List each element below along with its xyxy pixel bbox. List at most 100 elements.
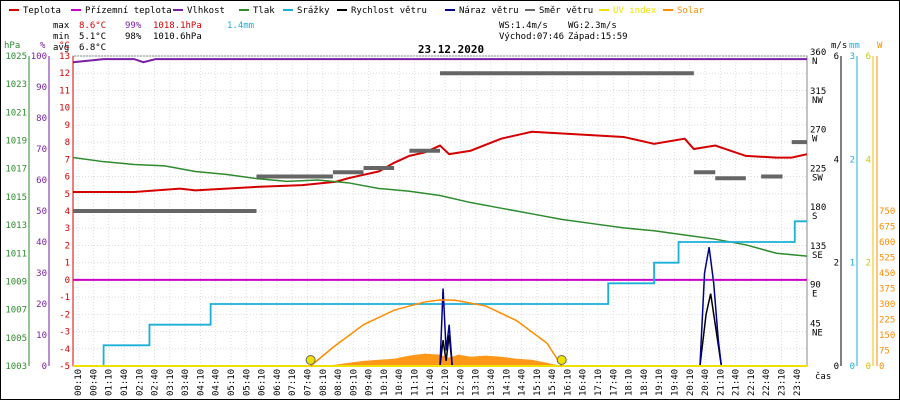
tick-x: 23:40 [793,369,803,396]
tick-solar: 525 [879,254,895,264]
tick-x: 20:10 [686,369,696,396]
tick-x: 18:40 [640,369,650,396]
tick-solar: 150 [879,331,895,341]
tick-x: 12:40 [456,369,466,396]
tick-humidity: 20 [36,300,47,310]
tick-humidity: 100 [31,52,47,62]
tick-rain: 2 [850,155,855,165]
series-solar-measured [311,353,562,366]
tick-x: 01:10 [105,369,115,396]
tick-humidity: 0 [42,362,47,372]
tick-temperature: 11 [59,86,70,96]
tick-direction: 45 [810,319,821,329]
tick-x: 07:40 [303,369,313,396]
wind-gust-stat: WG:2.3m/s [568,21,617,31]
tick-x: 18:10 [625,369,635,396]
tick-x: 16:10 [563,369,573,396]
tick-temperature: -3 [59,328,70,338]
wind-speed-stat: WS:1.4m/s [499,21,548,31]
tick-temperature: 13 [59,52,70,62]
tick-wind: 0 [834,362,839,372]
tick-pressure: 1009 [5,277,27,287]
tick-x: 08:10 [319,369,329,396]
tick-x: 14:10 [502,369,512,396]
tick-humidity: 80 [36,114,47,124]
tick-humidity: 50 [36,207,47,217]
tick-temperature: -5 [59,362,70,372]
tick-x: 10:10 [380,369,390,396]
legend-label-5: Rychlost větru [351,6,427,16]
sunrise-stat: Východ:07:46 [499,32,564,42]
tick-x: 19:10 [655,369,665,396]
tick-x: 08:40 [334,369,344,396]
tick-direction-label: NE [812,328,823,338]
stat-max-rain: 1.4mm [227,21,254,31]
tick-humidity: 70 [36,145,47,155]
stat-max-label: max [53,21,70,31]
tick-x: 09:40 [365,369,375,396]
legend-label-2: Vlhkost [187,6,225,16]
series-layer [72,58,808,367]
legend-label-3: Tlak [253,6,275,16]
tick-humidity: 30 [36,269,47,279]
tick-temperature: 12 [59,69,70,79]
tick-x: 09:10 [349,369,359,396]
axis-unit-rain: mm [849,41,860,51]
tick-rain: 3 [850,52,855,62]
tick-pressure: 1019 [5,137,27,147]
tick-x: 13:10 [472,369,482,396]
tick-x: 02:40 [151,369,161,396]
stat-min-temp: 5.1°C [79,32,106,42]
tick-direction-label: W [812,135,818,145]
tick-solar: 375 [879,285,895,295]
tick-pressure: 1023 [5,80,27,90]
tick-pressure: 1003 [5,362,27,372]
tick-temperature: -2 [59,310,70,320]
tick-solar: 75 [879,347,890,357]
tick-temperature: 1 [65,259,70,269]
tick-direction-label: S [812,212,817,222]
stat-min-label: min [53,32,69,42]
tick-direction: 225 [810,164,826,174]
axis-unit-wind_speed: m/s [831,41,847,51]
stat-avg-temp: 6.8°C [79,43,106,53]
tick-x: 17:40 [609,369,619,396]
legend: Teplota Přízemní teplota Vlhkost Tlak Srážky… [9,6,705,16]
tick-direction-label: NW [812,96,823,106]
tick-rain: 1 [850,259,855,269]
tick-direction: 270 [810,126,826,136]
tick-x: 02:10 [135,369,145,396]
series-teplota [73,130,808,194]
tick-x: 21:40 [732,369,742,396]
tick-solar: 750 [879,207,895,217]
axes: hPa% °C m/s mm W1003100510071009101110131015… [4,41,895,396]
tick-x: 00:10 [74,369,84,396]
tick-direction-label: SE [812,251,823,261]
tick-temperature: 9 [65,121,70,131]
tick-uv: 4 [866,155,871,165]
axis-unit-temperature: °C [59,41,70,51]
tick-humidity: 60 [36,176,47,186]
tick-direction-label: N [812,57,817,67]
series-vlhkost [72,58,807,64]
tick-humidity: 40 [36,238,47,248]
stat-max-hum: 99% [125,21,142,31]
tick-temperature: 2 [65,241,70,251]
tick-x: 14:40 [518,369,528,396]
tick-x: 06:40 [273,369,283,396]
tick-x: 03:40 [181,369,191,396]
tick-x: 17:10 [594,369,604,396]
series-sr-ky [73,220,807,367]
legend-label-4: Srážky [297,6,330,16]
series-tlak [72,156,808,257]
x-axis-label: čas [815,371,831,382]
tick-solar: 225 [879,316,895,326]
stat-min-hum: 98% [125,32,142,42]
tick-x: 21:10 [716,369,726,396]
legend-label-0: Teplota [23,6,61,16]
tick-rain: 0 [850,362,855,372]
tick-direction: 315 [810,87,826,97]
tick-x: 01:40 [120,369,130,396]
tick-solar: 600 [879,238,895,248]
